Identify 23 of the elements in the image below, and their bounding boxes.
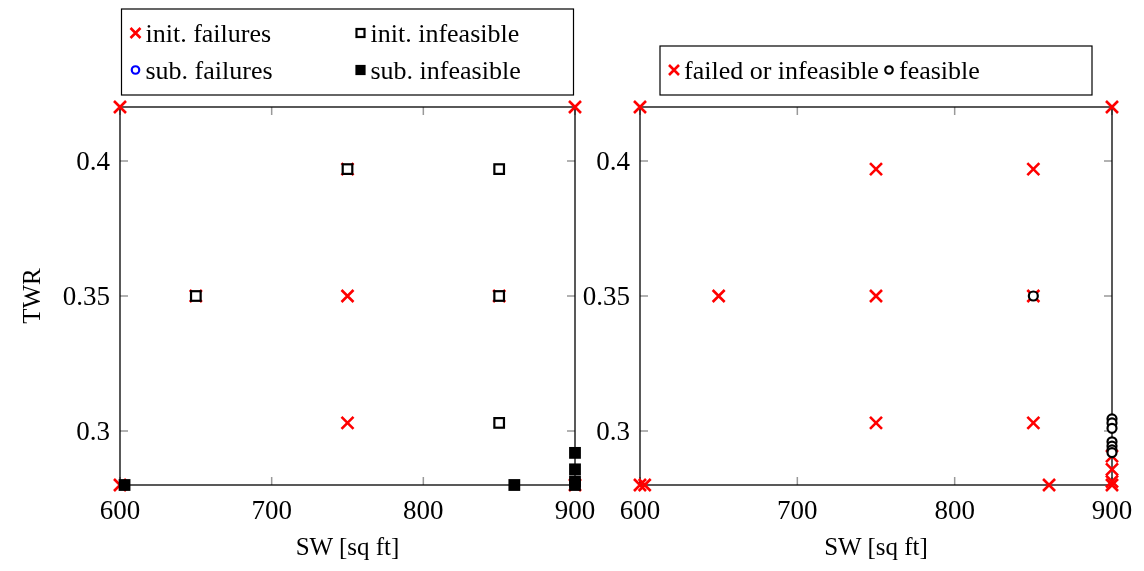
x-tick-label: 700 xyxy=(777,495,818,525)
y-tick-label: 0.35 xyxy=(582,281,630,311)
x-tick-label: 600 xyxy=(619,495,661,525)
legend-label: feasible xyxy=(899,56,980,85)
x-tick-label: 800 xyxy=(403,495,444,525)
legend-label: init. infeasible xyxy=(370,19,520,48)
x-tick-label: 700 xyxy=(251,495,292,525)
x-axis-title: SW [sq ft] xyxy=(824,533,928,560)
y-tick-label: 0.3 xyxy=(76,416,110,446)
legend-label: init. failures xyxy=(145,19,272,48)
x-tick-label: 900 xyxy=(1091,495,1133,525)
legend-label: sub. infeasible xyxy=(370,56,521,85)
x-tick-label: 900 xyxy=(554,495,596,525)
x-tick-label: 600 xyxy=(99,495,141,525)
y-tick-label: 0.4 xyxy=(596,146,631,176)
y-tick-label: 0.4 xyxy=(76,146,111,176)
y-axis-title: TWR xyxy=(18,267,45,324)
x-axis-title: SW [sq ft] xyxy=(295,533,400,560)
legend-label: failed or infeasible xyxy=(684,56,879,85)
y-tick-label: 0.3 xyxy=(596,416,630,446)
legend-label: sub. failures xyxy=(145,56,273,85)
y-tick-label: 0.35 xyxy=(62,281,110,311)
x-tick-label: 800 xyxy=(934,495,975,525)
